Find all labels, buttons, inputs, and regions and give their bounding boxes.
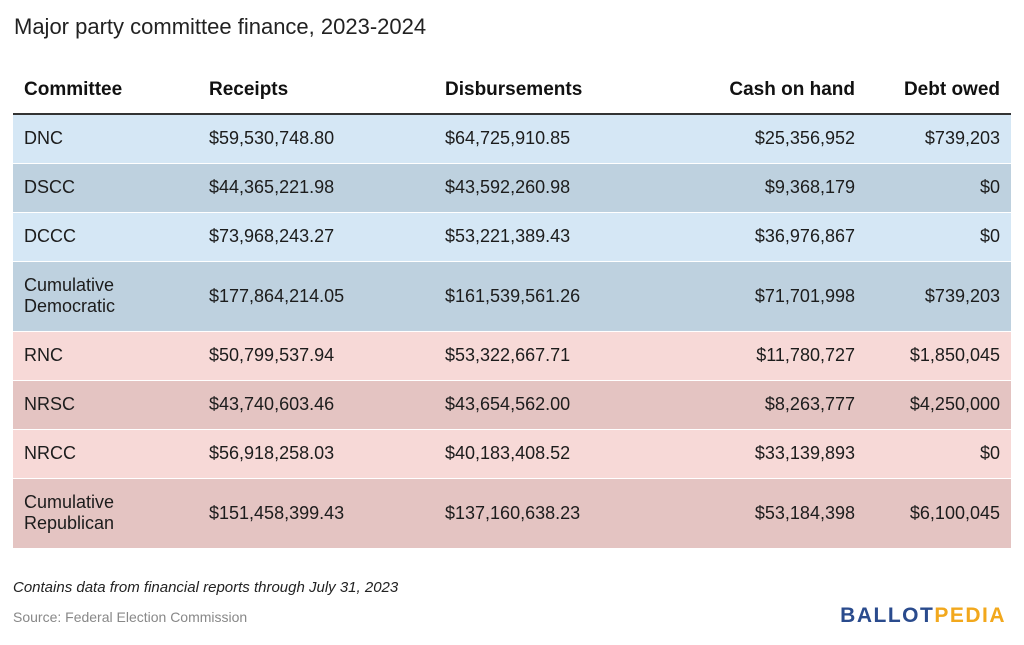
cash-on-hand-cell: $11,780,727	[756, 345, 855, 365]
data-note: Contains data from financial reports thr…	[13, 579, 399, 596]
disbursements-cell: $64,725,910.85	[445, 128, 571, 149]
receipts-cell: $151,458,399.43	[209, 502, 345, 523]
column-header-debt-owed: Debt owed	[866, 66, 1011, 115]
table-row: Cumulative Republican $151,458,399.43 $1…	[13, 478, 1011, 548]
table-row: DNC $59,530,748.80 $64,725,910.85 $25,35…	[13, 114, 1011, 163]
finance-table: Committee Receipts Disbursements Cash on…	[13, 66, 1011, 549]
disbursements-cell: $137,160,638.23	[445, 502, 581, 523]
debt-owed-cell: $0	[979, 443, 1000, 463]
committee-cell: DCCC	[24, 226, 76, 246]
table-row: RNC $50,799,537.94 $53,322,667.71 $11,78…	[13, 331, 1011, 380]
receipts-cell: $43,740,603.46	[209, 394, 335, 414]
cash-on-hand-cell: $53,184,398	[754, 502, 855, 523]
ballotpedia-logo[interactable]: BALLOTPEDIA	[840, 604, 1006, 628]
logo-text-ballot: BALLOT	[840, 604, 935, 627]
table-row: DCCC $73,968,243.27 $53,221,389.43 $36,9…	[13, 212, 1011, 261]
page-title: Major party committee finance, 2023-2024	[14, 14, 427, 39]
disbursements-cell: $53,221,389.43	[445, 226, 571, 246]
committee-cell: Cumulative Democratic	[24, 275, 116, 316]
table-row: NRCC $56,918,258.03 $40,183,408.52 $33,1…	[13, 429, 1011, 478]
receipts-cell: $56,918,258.03	[209, 443, 335, 463]
table-row: Cumulative Democratic $177,864,214.05 $1…	[13, 261, 1011, 331]
committee-cell: RNC	[24, 345, 63, 365]
cash-on-hand-cell: $71,701,998	[754, 285, 855, 306]
column-header-committee: Committee	[13, 66, 198, 115]
receipts-cell: $73,968,243.27	[209, 226, 335, 246]
committee-cell: NRCC	[24, 443, 76, 463]
column-header-receipts: Receipts	[198, 66, 434, 115]
committee-cell: NRSC	[24, 394, 76, 414]
cash-on-hand-cell: $36,976,867	[754, 226, 855, 246]
receipts-cell: $59,530,748.80	[209, 128, 335, 149]
cash-on-hand-cell: $9,368,179	[764, 177, 855, 197]
cash-on-hand-cell: $33,139,893	[754, 443, 855, 463]
debt-owed-cell: $1,850,045	[909, 345, 1000, 365]
disbursements-cell: $40,183,408.52	[445, 443, 571, 463]
logo-text-pedia: PEDIA	[934, 604, 1006, 627]
receipts-cell: $177,864,214.05	[209, 285, 345, 306]
cash-on-hand-cell: $8,263,777	[764, 394, 855, 414]
debt-owed-cell: $6,100,045	[909, 502, 1000, 523]
committee-cell: DSCC	[24, 177, 76, 197]
committee-cell: Cumulative Republican	[24, 492, 115, 533]
debt-owed-cell: $739,203	[924, 285, 1000, 306]
table-row: NRSC $43,740,603.46 $43,654,562.00 $8,26…	[13, 380, 1011, 429]
column-header-cash-on-hand: Cash on hand	[670, 66, 866, 115]
column-header-disbursements: Disbursements	[434, 66, 670, 115]
disbursements-cell: $53,322,667.71	[445, 345, 571, 365]
committee-cell: DNC	[24, 128, 63, 149]
debt-owed-cell: $0	[979, 226, 1000, 246]
debt-owed-cell: $739,203	[924, 128, 1000, 149]
disbursements-cell: $43,592,260.98	[445, 177, 571, 197]
table-row: DSCC $44,365,221.98 $43,592,260.98 $9,36…	[13, 163, 1011, 212]
debt-owed-cell: $4,250,000	[909, 394, 1000, 414]
receipts-cell: $44,365,221.98	[209, 177, 335, 197]
disbursements-cell: $43,654,562.00	[445, 394, 571, 414]
receipts-cell: $50,799,537.94	[209, 345, 335, 365]
table-header-row: Committee Receipts Disbursements Cash on…	[13, 66, 1011, 115]
debt-owed-cell: $0	[979, 177, 1000, 197]
source-credit: Source: Federal Election Commission	[13, 609, 248, 625]
cash-on-hand-cell: $25,356,952	[754, 128, 855, 149]
disbursements-cell: $161,539,561.26	[445, 285, 581, 306]
